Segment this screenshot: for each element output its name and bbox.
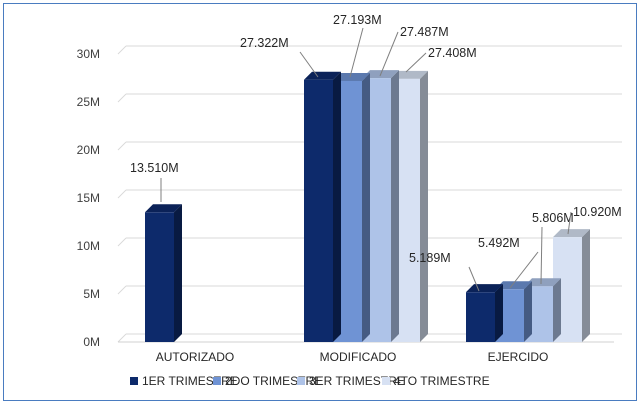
data-label: 13.510M	[130, 161, 179, 202]
leader-line	[509, 251, 539, 289]
leader-line	[405, 52, 427, 73]
bar-front	[304, 79, 333, 342]
data-label: 5.189M	[409, 251, 480, 292]
bar-top	[145, 204, 182, 213]
leader-line	[299, 51, 319, 78]
bars	[145, 70, 590, 342]
y-tick-label: 20M	[77, 143, 100, 157]
x-axis: AUTORIZADO MODIFICADO EJERCIDO	[156, 350, 549, 364]
bar-side	[420, 70, 428, 342]
y-tick-label: 25M	[77, 95, 100, 109]
gridline-depth	[117, 333, 127, 343]
data-label: 27.487M	[379, 25, 449, 77]
gridline-depth	[117, 237, 127, 247]
bar-side	[582, 229, 590, 342]
data-label-text: 27.487M	[400, 25, 449, 39]
leader-line	[379, 31, 399, 77]
y-tick-label: 0M	[83, 335, 100, 349]
data-label-text: 10.920M	[573, 205, 622, 219]
gridline-depth	[117, 93, 127, 103]
bar	[145, 204, 182, 342]
gridline-depth	[117, 45, 127, 55]
y-axis: 0M 5M 10M 15M 20M 25M 30M	[77, 47, 100, 349]
leader-line	[567, 211, 572, 235]
data-label: 27.408M	[405, 46, 477, 73]
bar-side	[553, 278, 561, 342]
bar-side	[362, 72, 370, 342]
data-label-text: 27.193M	[333, 13, 382, 27]
bar-top	[333, 72, 370, 81]
legend-item: 1ER TRIMESTRE	[130, 374, 238, 388]
bar-side	[495, 284, 503, 342]
legend-label: 2DO TRIMESTRE	[225, 374, 322, 388]
legend-item: 2DO TRIMESTRE	[213, 374, 322, 388]
leader-line	[540, 226, 543, 285]
y-tick-label: 30M	[77, 47, 100, 61]
data-label: 27.322M	[240, 36, 319, 78]
leader-line	[468, 266, 480, 292]
bar-top	[495, 281, 532, 290]
data-label-text: 5.492M	[478, 236, 520, 250]
y-tick-label: 5M	[83, 287, 100, 301]
gridline-depth	[117, 141, 127, 151]
y-tick-label: 15M	[77, 191, 100, 205]
legend-swatch	[297, 377, 305, 385]
bar-top	[304, 71, 341, 80]
legend-label: 1ER TRIMESTRE	[142, 374, 238, 388]
bar	[304, 71, 341, 342]
data-label: 27.193M	[333, 13, 382, 78]
bar-side	[333, 71, 341, 342]
legend-swatch	[130, 377, 138, 385]
bar-side	[524, 281, 532, 342]
bar-front	[145, 212, 174, 342]
legend-label: 3ER TRIMESTRE	[309, 374, 405, 388]
bar-side	[174, 204, 182, 342]
bar-top	[391, 70, 428, 79]
data-label: 5.806M	[532, 211, 574, 285]
bar	[466, 284, 503, 342]
data-label-text: 13.510M	[130, 161, 179, 175]
bar-top	[524, 278, 561, 287]
x-tick-label: EJERCIDO	[488, 350, 549, 364]
leader-line	[349, 27, 364, 78]
y-tick-label: 10M	[77, 239, 100, 253]
data-labels: 13.510M 27.322M 27.193M 27.487M 27.408M 5.189…	[130, 13, 622, 292]
x-tick-label: AUTORIZADO	[156, 350, 234, 364]
legend-label: 4TO TRIMESTRE	[394, 374, 490, 388]
data-label-text: 27.322M	[240, 36, 289, 50]
bar-top	[553, 229, 590, 238]
gridline-depth	[117, 189, 127, 199]
data-label-text: 27.408M	[428, 46, 477, 60]
bar-top	[466, 284, 503, 293]
data-label: 5.492M	[478, 236, 539, 289]
x-tick-label: MODIFICADO	[320, 350, 397, 364]
bar-front	[466, 292, 495, 342]
gridline-depth	[117, 285, 127, 295]
data-label-text: 5.189M	[409, 251, 451, 265]
legend-swatch	[382, 377, 390, 385]
data-label-text: 5.806M	[532, 211, 574, 225]
legend-swatch	[213, 377, 221, 385]
legend-item: 4TO TRIMESTRE	[382, 374, 490, 388]
data-label: 10.920M	[567, 205, 622, 235]
legend-item: 3ER TRIMESTRE	[297, 374, 405, 388]
bar-side	[391, 70, 399, 342]
